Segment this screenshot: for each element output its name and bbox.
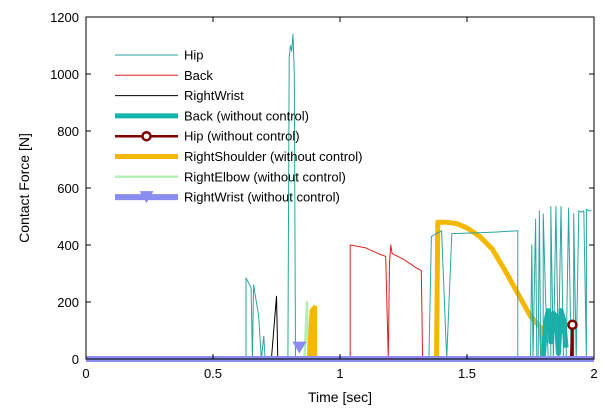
y-tick-label: 400: [57, 238, 79, 253]
x-tick-label: 0.5: [204, 366, 222, 381]
legend-label-rightshoulder-without-control: RightShoulder (without control): [184, 149, 362, 164]
y-tick-label: 1000: [50, 67, 79, 82]
legend-label-rightelbow-without-control: RightElbow (without control): [184, 169, 346, 184]
legend-label-hip: Hip: [184, 48, 204, 63]
series-marker-hip-without-control: [567, 319, 578, 331]
series-line-back-without-control: [540, 308, 569, 360]
legend-label-back: Back: [184, 68, 213, 83]
series-line-back: [349, 244, 424, 360]
y-tick-label: 200: [57, 295, 79, 310]
x-tick-label: 0: [82, 366, 89, 381]
y-tick-label: 800: [57, 124, 79, 139]
x-axis-label: Time [sec]: [308, 389, 372, 405]
legend: Hip Back RightWrist Back (without control) H…: [115, 48, 362, 205]
legend-label-back-without-control: Back (without control): [184, 108, 309, 123]
axis-ticks: 0 0.5 1 1.5 2 0 200 400 600 800 1000 1200: [50, 10, 598, 381]
series-line-rightelbow-without-control: [303, 300, 310, 360]
y-axis-label: Contact Force [N]: [16, 133, 32, 243]
y-tick-label: 600: [57, 181, 79, 196]
x-tick-label: 2: [590, 366, 597, 381]
series-line-rightwrist: [270, 295, 279, 360]
series-marker-rightwrist-without-control: [292, 341, 307, 354]
legend-marker-hip-without-control: [141, 130, 152, 142]
x-tick-label: 1: [336, 366, 343, 381]
series-line-rightshoulder-without-control: [307, 219, 546, 362]
legend-label-rightwrist: RightWrist: [184, 88, 244, 103]
y-tick-label: 0: [72, 352, 79, 367]
legend-marker-rightwrist-without-control: [139, 191, 154, 204]
x-tick-label: 1.5: [458, 366, 476, 381]
y-tick-label: 1200: [50, 10, 79, 25]
legend-label-hip-without-control: Hip (without control): [184, 129, 300, 144]
legend-label-rightwrist-without-control: RightWrist (without control): [184, 190, 340, 205]
